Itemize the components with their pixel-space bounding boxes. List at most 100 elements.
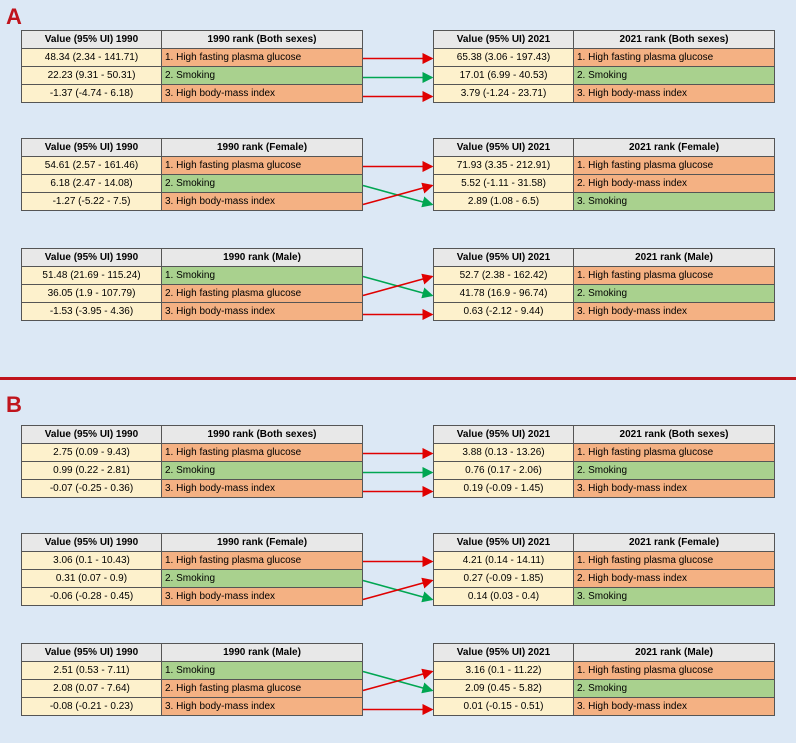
value-cell: 17.01 (6.99 - 40.53) xyxy=(433,66,574,85)
value-cell: 3.79 (-1.24 - 23.71) xyxy=(433,84,574,103)
table-row: 0.63 (-2.12 - 9.44) 3. High body-mass ind… xyxy=(433,302,775,321)
rank-change-arrow-red xyxy=(362,577,434,601)
table-row: 0.99 (0.22 - 2.81) 2. Smoking xyxy=(21,461,363,480)
rank-cell: 3. High body-mass index xyxy=(573,697,775,716)
table-row: 54.61 (2.57 - 161.46) 1. High fasting pla… xyxy=(21,156,363,175)
value-cell: 2.51 (0.53 - 7.11) xyxy=(21,661,162,680)
rank-column-header: 2021 rank (Both sexes) xyxy=(573,425,775,444)
table-row: -1.53 (-3.95 - 4.36) 3. High body-mass in… xyxy=(21,302,363,321)
value-column-header: Value (95% UI) 2021 xyxy=(433,533,574,552)
rank-cell: 3. High body-mass index xyxy=(161,192,363,211)
rank-column-header: 1990 rank (Male) xyxy=(161,643,363,662)
panel-label-b: B xyxy=(6,392,22,417)
value-cell: -1.27 (-5.22 - 7.5) xyxy=(21,192,162,211)
table-2021-both-sexes-a: Value (95% UI) 2021 2021 rank (Both sexes… xyxy=(433,30,775,103)
table-row: 0.27 (-0.09 - 1.85) 2. High body-mass ind… xyxy=(433,569,775,588)
rank-cell: 1. High fasting plasma glucose xyxy=(573,661,775,680)
table-row: -1.37 (-4.74 - 6.18) 3. High body-mass in… xyxy=(21,84,363,103)
value-cell: -0.07 (-0.25 - 0.36) xyxy=(21,479,162,498)
rank-cell: 1. Smoking xyxy=(161,661,363,680)
rank-cell: 2. Smoking xyxy=(161,461,363,480)
value-cell: 54.61 (2.57 - 161.46) xyxy=(21,156,162,175)
rank-cell: 1. High fasting plasma glucose xyxy=(573,551,775,570)
rank-cell: 2. Smoking xyxy=(573,461,775,480)
table-row: 2.08 (0.07 - 7.64) 2. High fasting plasma… xyxy=(21,679,363,698)
value-cell: 6.18 (2.47 - 14.08) xyxy=(21,174,162,193)
rank-change-arrow-red xyxy=(362,182,434,206)
table-row: 2.51 (0.53 - 7.11) 1. Smoking xyxy=(21,661,363,680)
rank-cell: 3. High body-mass index xyxy=(161,697,363,716)
table-1990-both-sexes-a: Value (95% UI) 1990 1990 rank (Both sexes… xyxy=(21,30,363,103)
table-1990-female-a: Value (95% UI) 1990 1990 rank (Female) 54.… xyxy=(21,138,363,211)
rank-column-header: 1990 rank (Female) xyxy=(161,138,363,157)
rank-cell: 3. High body-mass index xyxy=(573,84,775,103)
table-row: -0.06 (-0.28 - 0.45) 3. High body-mass in… xyxy=(21,587,363,606)
rank-cell: 3. Smoking xyxy=(573,587,775,606)
value-column-header: Value (95% UI) 2021 xyxy=(433,30,574,49)
table-row: 71.93 (3.35 - 212.91) 1. High fasting pla… xyxy=(433,156,775,175)
table-row: -0.07 (-0.25 - 0.36) 3. High body-mass in… xyxy=(21,479,363,498)
value-cell: 3.16 (0.1 - 11.22) xyxy=(433,661,574,680)
value-column-header: Value (95% UI) 2021 xyxy=(433,425,574,444)
value-cell: 71.93 (3.35 - 212.91) xyxy=(433,156,574,175)
table-row: 3.16 (0.1 - 11.22) 1. High fasting plasma… xyxy=(433,661,775,680)
rank-cell: 3. High body-mass index xyxy=(573,479,775,498)
table-row: 0.76 (0.17 - 2.06) 2. Smoking xyxy=(433,461,775,480)
value-cell: 0.63 (-2.12 - 9.44) xyxy=(433,302,574,321)
rank-column-header: 1990 rank (Female) xyxy=(161,533,363,552)
rank-column-header: 2021 rank (Male) xyxy=(573,643,775,662)
value-cell: -1.37 (-4.74 - 6.18) xyxy=(21,84,162,103)
value-column-header: Value (95% UI) 1990 xyxy=(21,138,162,157)
value-cell: 0.19 (-0.09 - 1.45) xyxy=(433,479,574,498)
rank-column-header: 2021 rank (Female) xyxy=(573,138,775,157)
table-2021-female-a: Value (95% UI) 2021 2021 rank (Female) 71.… xyxy=(433,138,775,211)
rank-cell: 2. Smoking xyxy=(573,679,775,698)
table-1990-both-sexes-b: Value (95% UI) 1990 1990 rank (Both sexes… xyxy=(21,425,363,498)
value-cell: 41.78 (16.9 - 96.74) xyxy=(433,284,574,303)
rank-column-header: 1990 rank (Male) xyxy=(161,248,363,267)
rank-cell: 3. Smoking xyxy=(573,192,775,211)
table-row: 22.23 (9.31 - 50.31) 2. Smoking xyxy=(21,66,363,85)
value-cell: 0.27 (-0.09 - 1.85) xyxy=(433,569,574,588)
table-row: 3.79 (-1.24 - 23.71) 3. High body-mass in… xyxy=(433,84,775,103)
rank-cell: 2. Smoking xyxy=(161,66,363,85)
rank-cell: 2. Smoking xyxy=(161,174,363,193)
value-cell: 48.34 (2.34 - 141.71) xyxy=(21,48,162,67)
table-row: 2.09 (0.45 - 5.82) 2. Smoking xyxy=(433,679,775,698)
rank-cell: 2. High body-mass index xyxy=(573,174,775,193)
value-column-header: Value (95% UI) 1990 xyxy=(21,643,162,662)
table-2021-both-sexes-b: Value (95% UI) 2021 2021 rank (Both sexes… xyxy=(433,425,775,498)
rank-change-arrow-red xyxy=(362,273,434,297)
value-cell: 52.7 (2.38 - 162.42) xyxy=(433,266,574,285)
value-cell: 51.48 (21.69 - 115.24) xyxy=(21,266,162,285)
table-row: 0.01 (-0.15 - 0.51) 3. High body-mass ind… xyxy=(433,697,775,716)
rank-cell: 1. High fasting plasma glucose xyxy=(161,551,363,570)
value-cell: 2.08 (0.07 - 7.64) xyxy=(21,679,162,698)
rank-cell: 2. High fasting plasma glucose xyxy=(161,284,363,303)
rank-cell: 2. Smoking xyxy=(573,66,775,85)
panel-divider xyxy=(0,377,796,380)
rank-column-header: 2021 rank (Female) xyxy=(573,533,775,552)
rank-column-header: 2021 rank (Male) xyxy=(573,248,775,267)
rank-cell: 3. High body-mass index xyxy=(161,302,363,321)
table-row: 51.48 (21.69 - 115.24) 1. Smoking xyxy=(21,266,363,285)
table-row: 36.05 (1.9 - 107.79) 2. High fasting plas… xyxy=(21,284,363,303)
table-2021-male-b: Value (95% UI) 2021 2021 rank (Male) 3.16 … xyxy=(433,643,775,716)
rank-cell: 1. Smoking xyxy=(161,266,363,285)
table-2021-male-a: Value (95% UI) 2021 2021 rank (Male) 52.7 … xyxy=(433,248,775,321)
table-2021-female-b: Value (95% UI) 2021 2021 rank (Female) 4.2… xyxy=(433,533,775,606)
rank-cell: 2. Smoking xyxy=(573,284,775,303)
value-cell: 0.01 (-0.15 - 0.51) xyxy=(433,697,574,716)
value-column-header: Value (95% UI) 2021 xyxy=(433,248,574,267)
table-row: 5.52 (-1.11 - 31.58) 2. High body-mass in… xyxy=(433,174,775,193)
table-row: 2.89 (1.08 - 6.5) 3. Smoking xyxy=(433,192,775,211)
value-column-header: Value (95% UI) 1990 xyxy=(21,248,162,267)
table-row: 0.14 (0.03 - 0.4) 3. Smoking xyxy=(433,587,775,606)
rank-cell: 3. High body-mass index xyxy=(161,84,363,103)
table-row: 17.01 (6.99 - 40.53) 2. Smoking xyxy=(433,66,775,85)
value-column-header: Value (95% UI) 2021 xyxy=(433,643,574,662)
value-cell: 3.06 (0.1 - 10.43) xyxy=(21,551,162,570)
table-row: 6.18 (2.47 - 14.08) 2. Smoking xyxy=(21,174,363,193)
table-row: 48.34 (2.34 - 141.71) 1. High fasting pla… xyxy=(21,48,363,67)
